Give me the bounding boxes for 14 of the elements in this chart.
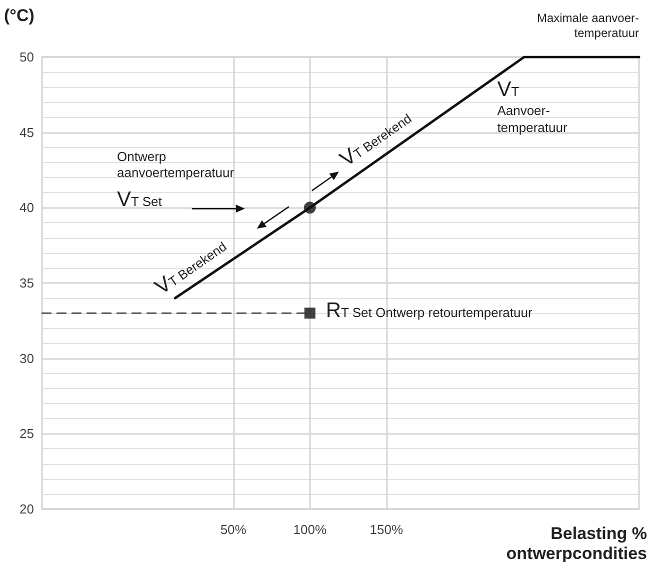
y-tick-label: 40: [20, 200, 34, 216]
y-tick-label: 45: [20, 124, 34, 140]
x-axis-title: Belasting % ontwerpcondities: [506, 524, 647, 562]
y-tick-label: 30: [20, 350, 34, 366]
y-tick-label: 50: [20, 50, 34, 64]
y-tick-label: 35: [20, 276, 34, 290]
y-tick-label: 20: [20, 502, 34, 516]
annotation: Maximale aanvoer- temperatuur: [536, 11, 639, 41]
y-axis-title: (°C): [4, 6, 34, 26]
x-tick-label: 50%: [220, 522, 247, 537]
annotation: Ontwerp aanvoertemperatuur: [117, 149, 234, 182]
x-tick-label: 150%: [370, 522, 404, 537]
y-tick-label: 25: [20, 426, 34, 442]
x-tick-label: 100%: [293, 522, 327, 537]
